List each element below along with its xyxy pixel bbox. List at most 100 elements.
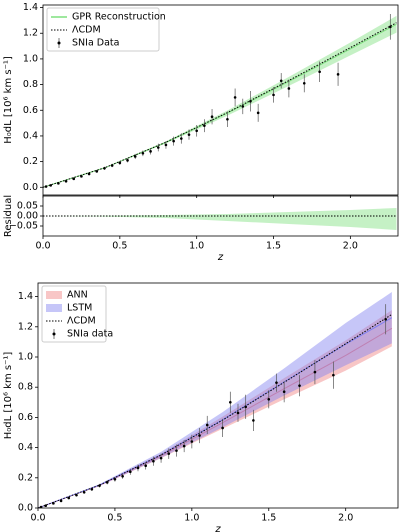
data-point bbox=[267, 397, 271, 401]
legend-swatch bbox=[46, 304, 62, 312]
plot-frame bbox=[37, 282, 399, 509]
data-point bbox=[113, 478, 117, 481]
legend-label: SNIa data bbox=[67, 329, 113, 340]
data-point bbox=[95, 170, 99, 173]
plot-frame bbox=[42, 4, 399, 196]
data-point bbox=[182, 444, 186, 448]
data-point bbox=[75, 493, 78, 497]
data-point bbox=[39, 505, 43, 508]
data-point bbox=[164, 143, 168, 147]
y-tick-label: 0.0 bbox=[18, 503, 33, 514]
data-point bbox=[221, 426, 224, 430]
y-tick-label: 0.00 bbox=[17, 211, 38, 222]
data-point bbox=[282, 390, 286, 394]
x-axis-label: z bbox=[217, 252, 224, 263]
y-tick-label: 1.4 bbox=[18, 291, 33, 302]
data-point bbox=[67, 496, 71, 500]
legend-label: GPR Reconstruction bbox=[72, 12, 166, 23]
data-point bbox=[236, 411, 240, 415]
y-tick-label: 1.0 bbox=[18, 351, 33, 362]
legend: GPR Reconstruction ΛCDM SNIa Data bbox=[46, 7, 166, 52]
data-point bbox=[44, 504, 47, 508]
data-point bbox=[118, 161, 122, 165]
y-tick-label: 0.2 bbox=[18, 472, 33, 483]
data-point bbox=[180, 137, 183, 140]
y-tick-label: 0.4 bbox=[23, 130, 38, 141]
data-point bbox=[252, 419, 255, 422]
data-point bbox=[105, 481, 109, 484]
legend-frame bbox=[46, 7, 160, 52]
y-tick-label: 0.8 bbox=[23, 79, 38, 90]
legend-label: SNIa Data bbox=[72, 38, 119, 49]
y-tick-label: 0.6 bbox=[18, 412, 33, 423]
x-tick-label: 1.5 bbox=[266, 241, 281, 252]
legend-label: ANN bbox=[67, 290, 88, 301]
data-point bbox=[256, 111, 260, 115]
data-point bbox=[336, 73, 340, 76]
y-axis-label: H₀dL [10⁶ km s⁻¹] bbox=[3, 352, 14, 440]
data-point bbox=[52, 502, 55, 505]
data-point bbox=[210, 115, 214, 118]
data-point bbox=[384, 317, 387, 321]
data-point bbox=[49, 184, 52, 187]
x-tick-label: 1.0 bbox=[184, 513, 199, 524]
data-point bbox=[175, 449, 178, 452]
data-point bbox=[159, 456, 163, 460]
x-tick-label: 0.5 bbox=[112, 241, 127, 252]
plot-layer bbox=[43, 13, 397, 188]
data-point bbox=[272, 93, 275, 97]
data-point bbox=[129, 470, 132, 474]
data-point bbox=[72, 177, 76, 181]
data-point bbox=[64, 179, 68, 183]
data-point bbox=[205, 423, 209, 427]
data-point bbox=[229, 400, 232, 404]
data-point bbox=[121, 474, 124, 478]
data-point bbox=[249, 99, 252, 103]
x-tick-label: 1.0 bbox=[189, 241, 204, 252]
x-tick-label: 0.0 bbox=[30, 513, 45, 524]
data-point bbox=[57, 182, 60, 185]
x-tick-label: 0.5 bbox=[107, 513, 122, 524]
data-point bbox=[103, 166, 106, 170]
legend-swatch bbox=[52, 332, 56, 336]
y-tick-label: 0.4 bbox=[18, 442, 33, 453]
data-point bbox=[141, 151, 145, 155]
y-tick-label: 1.2 bbox=[23, 28, 38, 39]
legend-swatch bbox=[46, 291, 62, 299]
data-point bbox=[190, 440, 194, 443]
data-point bbox=[389, 25, 392, 29]
data-point bbox=[136, 466, 140, 470]
data-point bbox=[149, 150, 152, 153]
legend-label: LSTM bbox=[67, 303, 92, 314]
data-point bbox=[313, 370, 317, 374]
data-point bbox=[233, 96, 237, 99]
y-tick-label: −0.05 bbox=[9, 221, 38, 232]
data-point bbox=[279, 79, 283, 83]
data-point bbox=[172, 139, 175, 143]
y-tick-label: 1.4 bbox=[23, 2, 38, 13]
data-point bbox=[167, 452, 171, 455]
y-axis-label: Residual bbox=[3, 195, 14, 237]
x-tick-label: 0.0 bbox=[35, 241, 50, 252]
data-point bbox=[195, 129, 198, 133]
data-point bbox=[275, 381, 278, 384]
data-point bbox=[187, 133, 191, 136]
data-point bbox=[226, 117, 229, 121]
data-point bbox=[110, 164, 114, 167]
y-tick-label: 0.6 bbox=[23, 105, 38, 116]
data-point bbox=[133, 155, 137, 158]
data-point bbox=[98, 484, 101, 487]
plot-layer bbox=[38, 292, 393, 508]
x-tick-label: 2.0 bbox=[338, 513, 353, 524]
x-tick-label: 2.0 bbox=[343, 241, 358, 252]
y-axis-label: H₀dL [10⁶ km s⁻¹] bbox=[3, 56, 14, 144]
legend-frame bbox=[41, 285, 107, 343]
x-tick-label: 1.5 bbox=[261, 513, 276, 524]
legend-label: ΛCDM bbox=[67, 316, 96, 327]
legend-label: ΛCDM bbox=[72, 25, 101, 36]
data-point bbox=[244, 405, 247, 409]
data-point bbox=[82, 490, 86, 494]
confidence-band bbox=[43, 208, 397, 230]
y-tick-label: 0.0 bbox=[23, 182, 38, 193]
